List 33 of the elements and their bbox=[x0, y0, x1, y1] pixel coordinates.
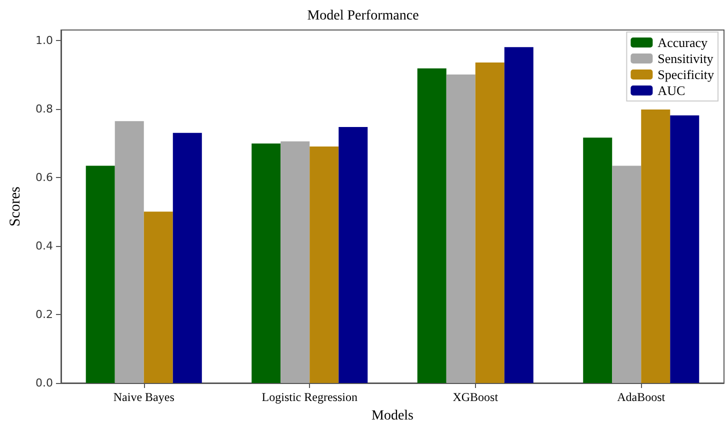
legend-label: AUC bbox=[658, 83, 686, 98]
y-tick-label: 0.4 bbox=[36, 239, 53, 252]
x-tick-label: Naive Bayes bbox=[113, 390, 175, 404]
bar bbox=[475, 62, 504, 383]
bar bbox=[172, 132, 202, 383]
bar bbox=[310, 146, 339, 383]
bar bbox=[670, 115, 700, 383]
legend-label: Specificity bbox=[658, 67, 714, 82]
x-axis-title: Models bbox=[372, 408, 414, 424]
legend-label: Sensitivity bbox=[658, 51, 714, 66]
chart-title: Model Performance bbox=[307, 8, 419, 24]
bar bbox=[86, 166, 115, 383]
y-tick-label: 1.0 bbox=[36, 34, 53, 47]
x-tick-label: Logistic Regression bbox=[262, 390, 358, 404]
bar bbox=[280, 141, 310, 383]
bar bbox=[583, 138, 612, 383]
y-tick-label: 0.6 bbox=[36, 170, 53, 184]
bar bbox=[338, 126, 368, 383]
bar bbox=[144, 212, 173, 383]
bar bbox=[641, 110, 670, 383]
bar bbox=[612, 166, 642, 383]
bar bbox=[252, 143, 281, 383]
y-tick-label: 0.8 bbox=[36, 102, 53, 116]
bar bbox=[417, 68, 446, 383]
bar bbox=[114, 121, 144, 383]
y-axis-title: Scores bbox=[8, 186, 24, 226]
x-tick-label: AdaBoost bbox=[617, 390, 666, 404]
bar bbox=[504, 47, 534, 383]
x-tick-label: XGBoost bbox=[452, 390, 499, 404]
legend-label: Accuracy bbox=[658, 35, 708, 50]
bar bbox=[446, 74, 476, 383]
y-tick-label: 0.2 bbox=[36, 308, 53, 321]
y-tick-label: 0.0 bbox=[36, 376, 53, 390]
